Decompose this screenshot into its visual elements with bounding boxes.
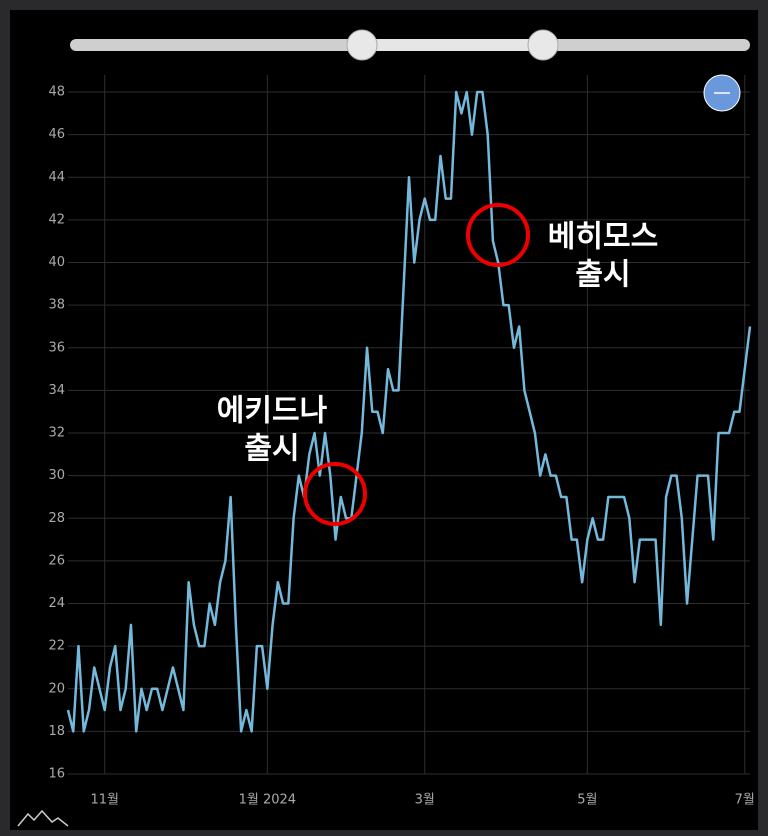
x-tick-label: 11월	[90, 793, 119, 808]
annotation: 에키드나	[217, 394, 328, 429]
x-tick-label: 5월	[577, 793, 597, 808]
y-tick-label: 16	[48, 767, 65, 782]
x-tick-label: 3월	[415, 793, 435, 808]
data-line	[66, 90, 752, 733]
y-tick-label: 30	[48, 468, 65, 483]
x-tick-label: 1월 2024	[239, 793, 296, 808]
y-tick-label: 40	[48, 255, 65, 270]
y-tick-label: 24	[48, 596, 65, 611]
x-tick-label: 7월	[735, 793, 755, 808]
annotation: 베히모스	[548, 220, 658, 255]
annotation: 출시	[575, 258, 630, 293]
y-tick-label: 46	[48, 127, 65, 142]
plot: 16 18 20 22 24 26 28 30 32 34 36 38 40 42 44 46 48 11월 1월 …	[48, 75, 755, 808]
y-tick-label: 26	[48, 553, 65, 568]
y-tick-label: 20	[48, 681, 65, 696]
y-tick-label: 48	[48, 85, 65, 100]
annotation: 출시	[244, 432, 299, 467]
y-tick-label: 28	[48, 511, 65, 526]
y-tick-label: 34	[48, 383, 65, 398]
y-tick-label: 44	[48, 170, 65, 185]
highlight-circle	[303, 462, 367, 526]
y-tick-label: 42	[48, 212, 65, 227]
highlight-circle	[466, 203, 530, 267]
y-tick-label: 18	[48, 724, 65, 739]
y-tick-label: 38	[48, 298, 65, 313]
y-tick-label: 32	[48, 426, 65, 441]
logo	[17, 809, 69, 827]
y-tick-label: 36	[48, 340, 65, 355]
slider-handle[interactable]	[527, 29, 559, 61]
slider-handle[interactable]	[346, 29, 378, 61]
y-tick-label: 22	[48, 639, 65, 654]
range-selection[interactable]	[362, 39, 543, 51]
